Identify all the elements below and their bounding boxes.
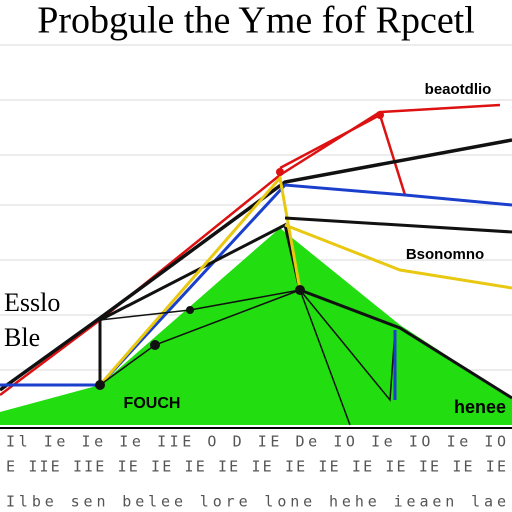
black-line	[284, 216, 512, 234]
node	[186, 306, 194, 314]
footer-row: Il Ie Ie Ie IIE O D IE De IO Ie IO Ie IO	[6, 433, 506, 451]
label: FOUCH	[124, 395, 181, 412]
green-area	[0, 228, 512, 425]
black-line	[98, 222, 512, 400]
yellow-line	[98, 174, 302, 386]
label: Esslo	[4, 288, 60, 317]
nodes	[95, 111, 384, 390]
label: henee	[454, 397, 506, 417]
node	[150, 340, 160, 350]
yellow-line	[284, 223, 512, 290]
title: Probgule the Yme fof Rpcetl	[37, 0, 475, 42]
blue-line	[0, 183, 512, 387]
label: Bsonomno	[406, 246, 484, 263]
label: beaotdlio	[425, 81, 492, 98]
footer-row: Ilbe sen belee lore lone hehe ieaen lae	[6, 493, 506, 511]
node	[295, 285, 305, 295]
node	[376, 111, 384, 119]
label: Ble	[4, 323, 40, 352]
footer-row: E IIE IIE IE IE IE IE IE IE IE IE IE IE …	[6, 458, 506, 476]
node	[95, 380, 105, 390]
black-line	[0, 138, 512, 392]
node	[276, 168, 284, 176]
